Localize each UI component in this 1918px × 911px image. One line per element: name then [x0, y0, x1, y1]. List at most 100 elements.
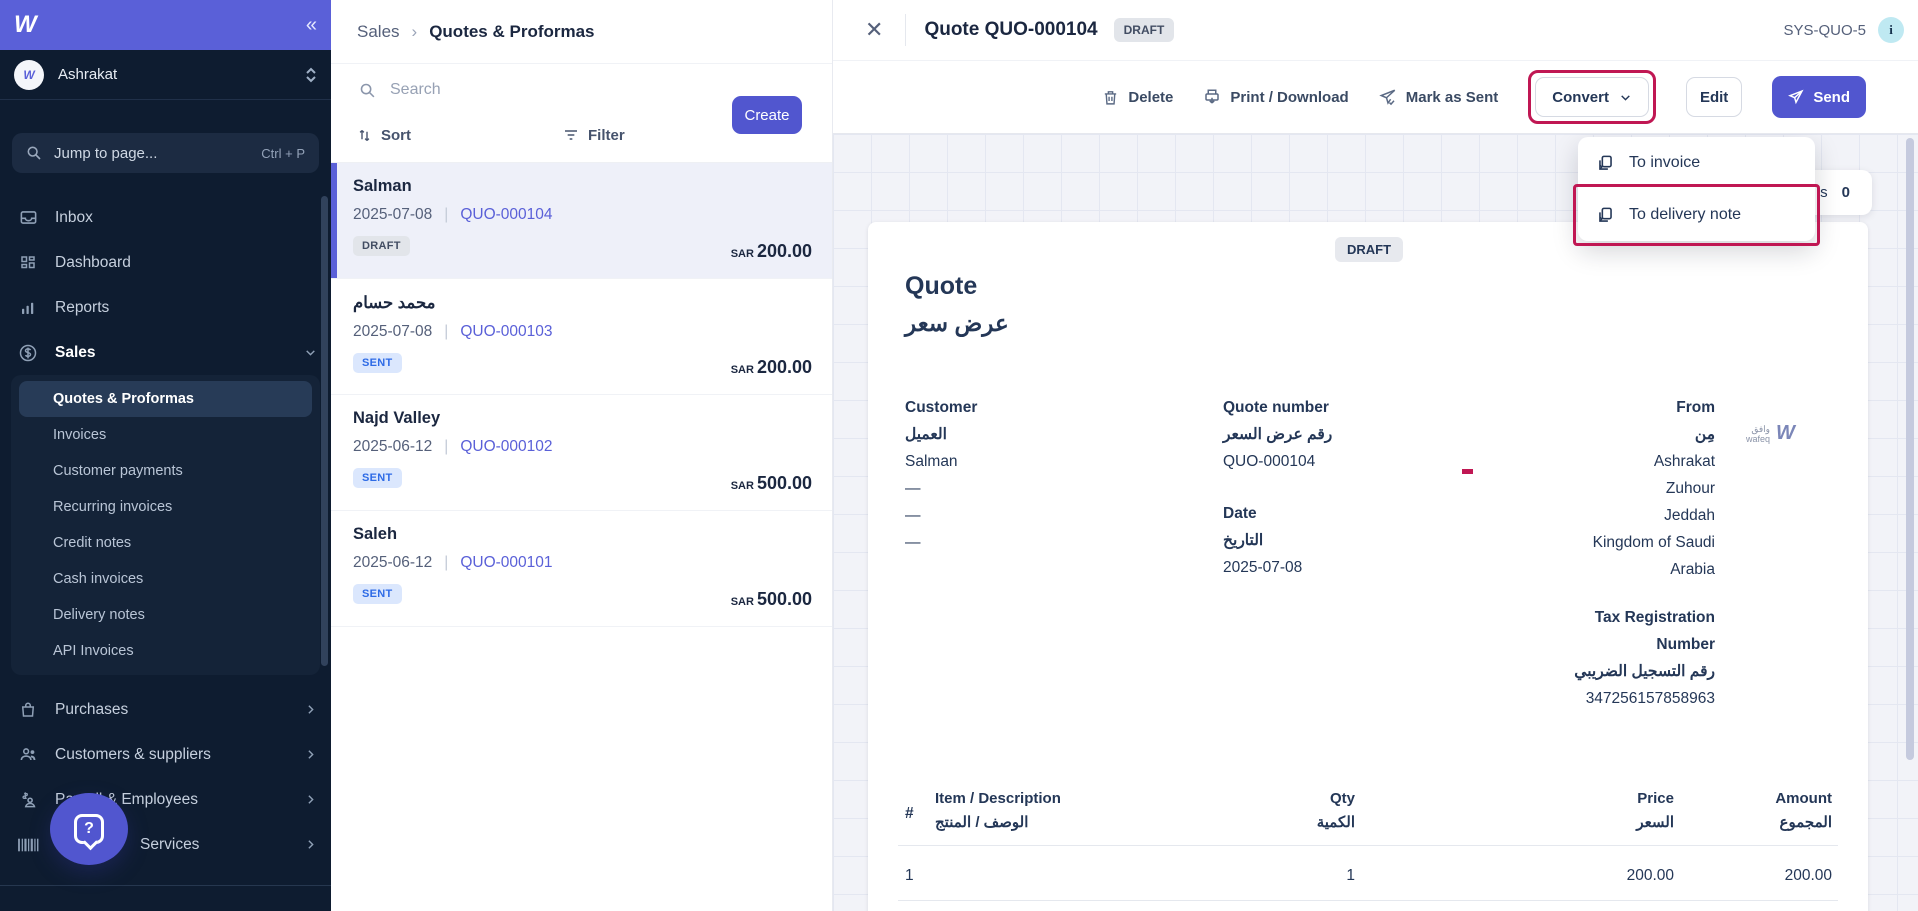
print-download-button[interactable]: Print / Download [1203, 88, 1349, 106]
detail-title: Quote QUO-000104 [924, 19, 1098, 40]
sidebar-item-cash-invoices[interactable]: Cash invoices [53, 571, 144, 587]
sidebar-item-delivery-notes[interactable]: Delivery notes [53, 607, 145, 623]
menu-item-to-invoice[interactable]: To invoice [1578, 137, 1815, 189]
jump-to-page-input[interactable]: Jump to page... Ctrl + P [12, 133, 319, 173]
delete-button[interactable]: Delete [1102, 89, 1173, 106]
quote-customer-name: محمد حسام [353, 294, 436, 312]
sort-icon [357, 128, 372, 143]
jump-shortcut: Ctrl + P [261, 145, 305, 161]
sidebar-item-dashboard[interactable]: Dashboard [0, 240, 331, 285]
convert-button[interactable]: Convert [1535, 77, 1649, 117]
barcode-icon [17, 836, 39, 854]
quote-amount: SAR 500.00 [730, 473, 812, 493]
list-search-placeholder: Search [390, 81, 441, 98]
date-block: Date التاريخ 2025-07-08 [1223, 505, 1303, 576]
sales-submenu: Quotes & Proformas Invoices Customer pay… [11, 375, 320, 675]
sidebar-item-services[interactable]: Services [0, 822, 331, 867]
sidebar-item-for-accountants[interactable]: For accountants [0, 898, 331, 911]
sidebar-scrollbar[interactable] [321, 196, 328, 666]
chevron-right-icon [304, 793, 317, 806]
quote-amount: SAR 200.00 [730, 241, 812, 261]
sidebar-nav: Inbox Dashboard Reports Sales Quotes & P… [0, 195, 331, 911]
quote-list-item[interactable]: Saleh 2025-06-12 | QUO-000101 SENT SAR 50… [331, 511, 832, 627]
list-divider [331, 162, 832, 163]
document-title-ar: عرض سعر [905, 310, 1009, 336]
info-icon[interactable]: i [1878, 17, 1904, 43]
sidebar-divider [0, 885, 331, 886]
list-search-input[interactable]: Search [331, 64, 832, 116]
close-icon[interactable]: ✕ [865, 17, 884, 42]
quote-number-link[interactable]: QUO-000103 [460, 323, 553, 340]
quote-customer-name: Salman [353, 177, 412, 195]
chevron-down-icon [1619, 91, 1632, 104]
quote-list-item[interactable]: محمد حسام 2025-07-08 | QUO-000103 SENT S… [331, 279, 832, 395]
wafeq-logo-icon: W [1776, 422, 1795, 444]
quote-customer-name: Najd Valley [353, 409, 441, 427]
filter-button[interactable]: Filter [563, 127, 625, 144]
sidebar-item-quotes-proformas[interactable]: Quotes & Proformas [19, 381, 312, 417]
sidebar: W « W Ashrakat Jump to page... Ctrl + P … [0, 0, 331, 911]
status-badge: DRAFT [353, 236, 410, 256]
tax-registration-block: Tax Registration Number رقم التسجيل الضر… [1574, 609, 1715, 707]
paper-plane-icon [1788, 89, 1804, 105]
col-amount: Amount المجموع [1775, 790, 1832, 831]
sidebar-item-inbox[interactable]: Inbox [0, 195, 331, 240]
help-button[interactable]: ? [50, 793, 128, 865]
sales-icon [17, 343, 39, 363]
sidebar-item-recurring-invoices[interactable]: Recurring invoices [53, 499, 173, 515]
sidebar-item-customer-payments[interactable]: Customer payments [53, 463, 183, 479]
sidebar-item-reports[interactable]: Reports [0, 285, 331, 330]
sidebar-item-invoices[interactable]: Invoices [53, 427, 107, 443]
sidebar-brand-bar: W « [0, 0, 331, 50]
document-status-badge: DRAFT [1335, 237, 1404, 262]
detail-status-badge: DRAFT [1113, 18, 1175, 42]
menu-item-to-delivery-note[interactable]: To delivery note [1578, 189, 1815, 241]
org-avatar: W [14, 59, 44, 90]
payroll-icon [17, 790, 39, 809]
red-dash-annotation [1462, 469, 1473, 474]
convert-doc-icon [1596, 154, 1615, 173]
edit-button[interactable]: Edit [1685, 77, 1743, 117]
chevron-down-icon [304, 346, 317, 359]
quote-number-link[interactable]: QUO-000104 [460, 206, 553, 223]
org-switcher[interactable]: W Ashrakat [0, 50, 331, 100]
create-button[interactable]: Create [732, 96, 802, 134]
quote-list-item[interactable]: Najd Valley 2025-06-12 | QUO-000102 SENT… [331, 395, 832, 511]
detail-scrollbar[interactable] [1906, 138, 1914, 760]
sidebar-collapse-icon[interactable]: « [305, 14, 317, 36]
sidebar-item-payroll-employees[interactable]: Payroll & Employees [0, 777, 331, 822]
sidebar-item-credit-notes[interactable]: Credit notes [53, 535, 132, 551]
sidebar-item-api-invoices[interactable]: API Invoices [53, 643, 134, 659]
quote-number-link[interactable]: QUO-000102 [460, 438, 553, 455]
reports-icon [17, 299, 39, 317]
org-name: Ashrakat [58, 66, 118, 83]
status-badge: SENT [353, 468, 402, 488]
chevron-right-icon [304, 748, 317, 761]
list-controls: Sort Filter Create [331, 96, 832, 162]
row-amount: 200.00 [1784, 867, 1832, 884]
mark-as-sent-button[interactable]: Mark as Sent [1379, 88, 1498, 106]
printer-icon [1203, 88, 1221, 106]
quote-detail-panel: ✕ Quote QUO-000104 DRAFT SYS-QUO-5 i Del… [833, 0, 1918, 911]
row-num: 1 [905, 867, 914, 884]
breadcrumb-separator: › [411, 21, 418, 41]
breadcrumb-sales[interactable]: Sales [357, 21, 400, 41]
sidebar-item-customers-suppliers[interactable]: Customers & suppliers [0, 732, 331, 777]
quote-number-link[interactable]: QUO-000101 [460, 554, 553, 571]
quote-list-item[interactable]: Salman 2025-07-08 | QUO-000104 DRAFT SAR… [331, 163, 832, 279]
detail-body: s 0 DRAFT Quote عرض سعر Customer العميل … [833, 134, 1918, 911]
from-block: From مِن Ashrakat Zuhour Jeddah Kingdom … [1592, 399, 1715, 578]
sidebar-item-sales[interactable]: Sales [0, 330, 331, 375]
col-num: # [905, 805, 914, 822]
sidebar-item-purchases[interactable]: Purchases [0, 687, 331, 732]
help-icon: ? [74, 814, 104, 844]
row-price: 200.00 [1626, 867, 1674, 884]
convert-doc-icon [1596, 206, 1615, 225]
sort-button[interactable]: Sort [357, 127, 411, 144]
quote-amount: SAR 500.00 [730, 589, 812, 609]
detail-toolbar: Delete Print / Download Mark as Sent Con… [833, 61, 1918, 134]
quote-amount: SAR 200.00 [730, 357, 812, 377]
send-button[interactable]: Send [1772, 76, 1866, 118]
date-value: 2025-07-08 [1223, 559, 1303, 576]
